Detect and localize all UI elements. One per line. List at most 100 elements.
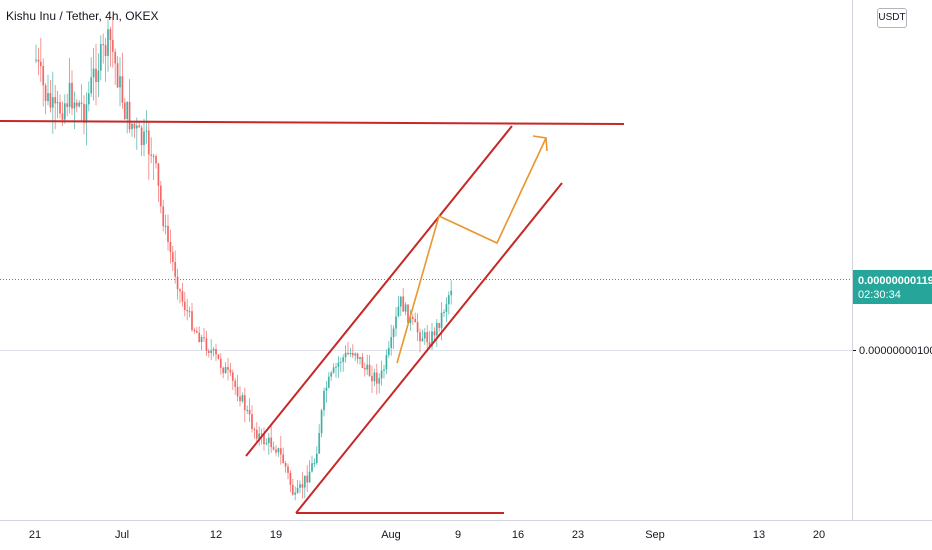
- projection-path[interactable]: [396, 137, 547, 364]
- candle-body: [260, 433, 263, 435]
- candle-body: [179, 289, 181, 292]
- candle-body: [311, 463, 313, 472]
- candle-body: [128, 101, 131, 130]
- candle-body: [359, 357, 361, 359]
- candle-body: [258, 433, 261, 439]
- candle-body: [131, 123, 133, 130]
- candle-body: [320, 410, 323, 434]
- candle-body: [59, 102, 61, 114]
- candle-body: [85, 104, 88, 123]
- candle-body: [42, 66, 45, 86]
- candle-body: [71, 82, 73, 109]
- candle-body: [404, 304, 407, 312]
- candle-body: [330, 372, 333, 377]
- candle-body: [68, 82, 71, 107]
- candle-body: [407, 304, 409, 323]
- channel-lower-line[interactable]: [295, 182, 563, 514]
- candle-body: [315, 453, 318, 463]
- candle-body: [114, 51, 117, 64]
- candle-body: [306, 475, 309, 483]
- candle-body: [435, 322, 438, 336]
- candle-body: [373, 372, 376, 382]
- symbol-title: Kishu Inu / Tether, 4h, OKEX: [6, 9, 159, 23]
- candle-body: [349, 353, 352, 355]
- candle-body: [61, 113, 64, 120]
- candle-body: [411, 316, 414, 319]
- candle-body: [193, 329, 196, 331]
- x-tick-label: 20: [813, 529, 825, 541]
- candle-body: [143, 131, 145, 145]
- candle-body: [80, 102, 83, 104]
- candle-body: [371, 375, 373, 382]
- candle-body: [73, 102, 76, 109]
- x-tick-label: 9: [455, 529, 461, 541]
- candle-body: [327, 376, 330, 388]
- candle-body: [121, 76, 124, 103]
- candle-body: [39, 61, 42, 67]
- candle-body: [54, 97, 57, 104]
- candle-body: [90, 77, 93, 94]
- candle-body: [375, 372, 378, 384]
- candle-body: [95, 68, 97, 82]
- candle-body: [318, 433, 321, 454]
- x-tick-label: Jul: [115, 529, 129, 541]
- candle-body: [126, 101, 129, 119]
- candle-body: [140, 127, 143, 146]
- candle-body: [361, 357, 364, 368]
- candle-body: [63, 103, 66, 120]
- candle-body: [99, 44, 102, 71]
- x-tick-label: 23: [572, 529, 584, 541]
- resistance-line[interactable]: [0, 120, 625, 125]
- projection-arrow-head: [532, 135, 548, 152]
- candle-body: [380, 370, 383, 379]
- candle-body: [219, 358, 222, 368]
- candle-body: [171, 252, 174, 262]
- candle-series: [35, 16, 453, 501]
- candle-body: [443, 312, 445, 313]
- candle-body: [263, 434, 265, 445]
- x-tick-label: 16: [512, 529, 524, 541]
- candle-body: [150, 154, 153, 156]
- last-price-tag: 0.000000001196 02:30:34: [853, 270, 932, 304]
- candle-body: [87, 93, 90, 105]
- candle-body: [445, 304, 448, 312]
- candle-body: [419, 332, 421, 342]
- candle-body: [174, 262, 177, 277]
- candle-body: [337, 362, 340, 367]
- candle-body: [301, 484, 304, 488]
- candle-body: [265, 443, 268, 445]
- time-axis-labels: 21 Jul 12 19 Aug 9 16 23 Sep 13 20: [29, 529, 825, 541]
- candle-body: [447, 295, 450, 305]
- candle-body: [152, 155, 155, 157]
- candle-body: [294, 492, 297, 495]
- drawing-layer[interactable]: [0, 120, 625, 514]
- candle-body: [402, 296, 405, 312]
- candle-body: [416, 322, 419, 333]
- candle-body: [147, 130, 150, 155]
- candle-body: [426, 332, 429, 343]
- candle-body: [123, 102, 126, 119]
- candle-body: [35, 59, 37, 61]
- currency-badge[interactable]: USDT: [877, 8, 907, 28]
- candle-body: [224, 367, 227, 374]
- candle-body: [145, 130, 148, 132]
- candle-body: [313, 463, 316, 464]
- candle-body: [428, 342, 431, 347]
- candle-body: [291, 484, 294, 495]
- candle-body: [248, 409, 251, 415]
- candle-body: [195, 331, 198, 333]
- candle-body: [135, 125, 138, 129]
- candle-body: [51, 97, 54, 108]
- candle-body: [277, 448, 280, 453]
- bar-countdown: 02:30:34: [858, 289, 901, 301]
- candle-body: [210, 350, 213, 353]
- candle-body: [366, 364, 369, 370]
- candle-body: [222, 367, 225, 374]
- y-tick-label: 0.000000001000: [859, 345, 932, 357]
- candle-body: [335, 366, 337, 368]
- channel-upper-line[interactable]: [245, 125, 513, 457]
- candle-body: [354, 353, 357, 356]
- candle-body: [37, 59, 40, 62]
- candle-body: [397, 306, 400, 317]
